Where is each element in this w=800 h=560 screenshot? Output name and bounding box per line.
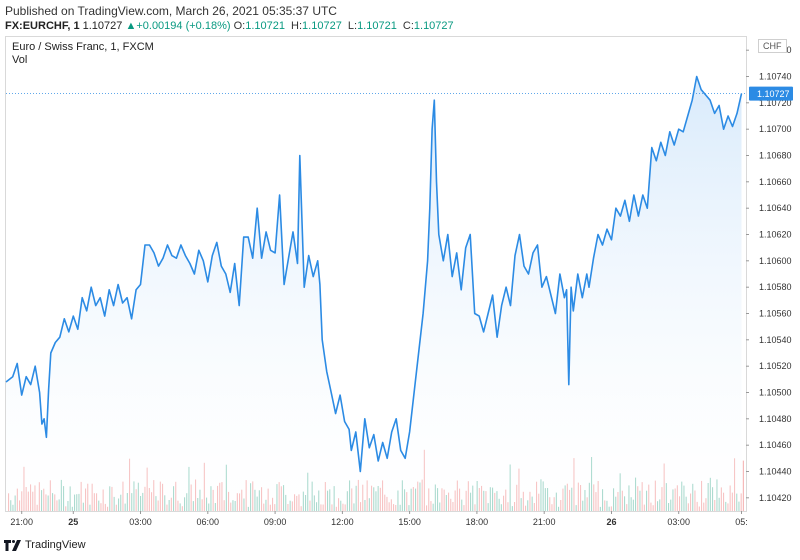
y-tick-label: 1.10640 bbox=[759, 203, 792, 213]
y-tick-label: 1.10500 bbox=[759, 388, 792, 398]
y-tick-label: 1.10520 bbox=[759, 361, 792, 371]
y-tick-label: 1.10680 bbox=[759, 151, 792, 161]
published-caption: Published on TradingView.com, March 26, … bbox=[5, 4, 337, 18]
y-tick-label: 1.10720 bbox=[759, 98, 792, 108]
high-value: 1.10727 bbox=[302, 20, 342, 32]
volume-bar bbox=[742, 460, 744, 511]
y-tick-label: 1.10480 bbox=[759, 414, 792, 424]
area-fill bbox=[6, 76, 742, 511]
low-value: 1.10721 bbox=[357, 20, 397, 32]
x-tick-label: 12:00 bbox=[331, 517, 354, 527]
symbol-legend: FX:EURCHF, 1 1.10727 ▲+0.00194 (+0.18%) … bbox=[5, 20, 457, 32]
brand-name: TradingView bbox=[25, 539, 86, 551]
x-tick-label: 21:00 bbox=[533, 517, 556, 527]
close-value: 1.10727 bbox=[413, 20, 454, 32]
y-tick-label: 1.10740 bbox=[759, 72, 792, 82]
low-label: L: bbox=[347, 20, 358, 32]
y-tick-label: 1.10700 bbox=[759, 124, 792, 134]
chart-title: Euro / Swiss Franc, 1, FXCM bbox=[12, 41, 154, 53]
currency-label[interactable]: CHF bbox=[758, 39, 787, 53]
y-tick-label: 1.10660 bbox=[759, 177, 792, 187]
price-change: +0.00194 (+0.18%) bbox=[136, 20, 231, 32]
price-line bbox=[5, 75, 743, 473]
last-price: 1.10727 bbox=[82, 20, 123, 32]
x-tick-label: 15:00 bbox=[398, 517, 421, 527]
tradingview-brand[interactable]: TradingView bbox=[4, 538, 86, 552]
y-tick-label: 1.10420 bbox=[759, 493, 792, 503]
x-tick-label: 26 bbox=[606, 517, 616, 527]
symbol-name[interactable]: FX:EURCHF, 1 bbox=[5, 20, 80, 32]
y-tick-label: 1.10600 bbox=[759, 256, 792, 266]
tradingview-logo-icon bbox=[4, 540, 21, 551]
open-label: O: bbox=[233, 20, 246, 32]
y-tick-label: 1.10620 bbox=[759, 230, 792, 240]
x-tick-label: 03:00 bbox=[667, 517, 690, 527]
chart-pane[interactable] bbox=[5, 36, 747, 512]
x-tick-label: 21:00 bbox=[10, 517, 33, 527]
last-price-badge-label: 1.10727 bbox=[757, 89, 790, 99]
y-tick-label: 1.10460 bbox=[759, 440, 792, 450]
x-tick-label: 06:00 bbox=[197, 517, 220, 527]
open-value: 1.10721 bbox=[245, 20, 285, 32]
change-arrow-icon: ▲ bbox=[125, 20, 137, 32]
x-tick-label: 09:00 bbox=[264, 517, 287, 527]
high-label: H: bbox=[291, 20, 303, 32]
volume-label: Vol bbox=[12, 54, 28, 66]
x-tick-label: 05: bbox=[735, 517, 748, 527]
y-tick-label: 1.10560 bbox=[759, 309, 792, 319]
x-tick-label: 25 bbox=[68, 517, 78, 527]
close-label: C: bbox=[402, 20, 414, 32]
y-tick-label: 1.10580 bbox=[759, 282, 792, 292]
x-tick-label: 18:00 bbox=[466, 517, 489, 527]
last-price-badge bbox=[749, 86, 793, 101]
y-tick-label: 1.10440 bbox=[759, 467, 792, 477]
x-tick-label: 03:00 bbox=[129, 517, 152, 527]
y-tick-label: 1.10540 bbox=[759, 335, 792, 345]
